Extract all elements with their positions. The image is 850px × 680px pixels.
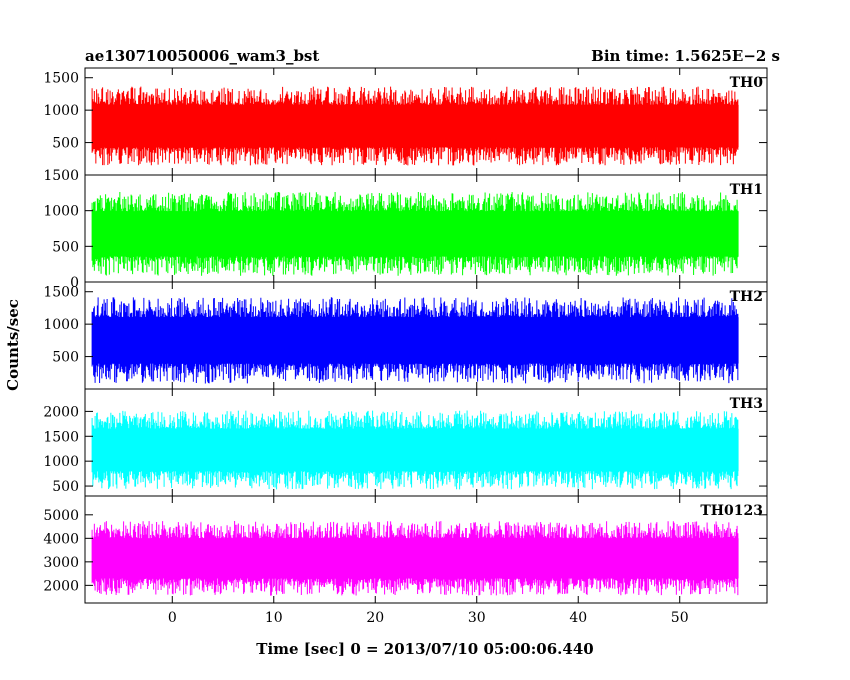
y-tick-label-TH1-0: 0 <box>70 275 79 291</box>
panel-frame-TH0123 <box>84 495 768 604</box>
y-tick-label-TH0-1: 1000 <box>43 103 79 119</box>
y-tick-label-TH1-2: 1000 <box>43 204 79 220</box>
panel-label-TH2: TH2 <box>730 289 763 305</box>
y-tick-label-TH1-3: 1500 <box>43 168 79 184</box>
series-line-TH0 <box>91 86 739 166</box>
y-tick-label-TH2-0: 500 <box>52 350 79 366</box>
chart-title-left: ae130710050006_wam3_bst <box>85 47 319 65</box>
y-tick-label-TH2-1: 1000 <box>43 317 79 333</box>
series-line-TH0123 <box>91 521 739 596</box>
series-line-TH2 <box>91 297 739 384</box>
x-tick-label-3: 30 <box>468 610 486 626</box>
y-tick-label-TH2-2: 1500 <box>43 285 79 301</box>
x-tick-label-1: 10 <box>265 610 283 626</box>
x-tick-label-4: 40 <box>569 610 587 626</box>
x-tick-label-0: 0 <box>168 610 177 626</box>
series-line-TH1 <box>91 191 739 276</box>
y-tick-label-TH0-0: 500 <box>52 136 79 152</box>
x-tick-label-5: 50 <box>671 610 689 626</box>
y-tick-label-TH0123-0: 2000 <box>43 578 79 594</box>
y-tick-label-TH3-0: 500 <box>52 479 79 495</box>
y-tick-label-TH0123-1: 3000 <box>43 555 79 571</box>
x-tick-label-2: 20 <box>366 610 384 626</box>
panel-label-TH3: TH3 <box>730 396 763 412</box>
y-tick-label-TH3-3: 2000 <box>43 404 79 420</box>
y-tick-label-TH1-1: 500 <box>52 239 79 255</box>
panel-label-TH0123: TH0123 <box>700 503 763 519</box>
panel-label-TH0: TH0 <box>730 75 764 91</box>
y-tick-label-TH3-1: 1000 <box>43 454 79 470</box>
y-tick-label-TH0-2: 1500 <box>43 71 79 87</box>
y-tick-label-TH3-2: 1500 <box>43 429 79 445</box>
y-tick-label-TH0123-3: 5000 <box>43 508 79 524</box>
series-line-TH3 <box>91 410 739 490</box>
chart-title-right: Bin time: 1.5625E−2 s <box>591 47 780 65</box>
panel-label-TH1: TH1 <box>730 182 763 198</box>
y-tick-label-TH0123-2: 4000 <box>43 531 79 547</box>
y-axis-label: Counts/sec <box>4 299 22 391</box>
x-axis-label: Time [sec] 0 = 2013/07/10 05:00:06.440 <box>256 640 593 658</box>
